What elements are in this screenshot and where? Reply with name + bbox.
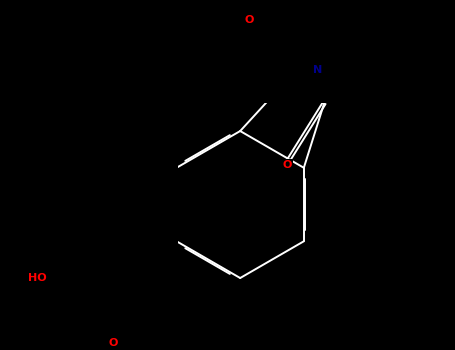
Text: O: O (283, 160, 292, 170)
Text: N: N (313, 65, 323, 75)
Text: HO: HO (28, 273, 47, 283)
Text: O: O (244, 15, 254, 24)
Text: O: O (108, 338, 117, 348)
